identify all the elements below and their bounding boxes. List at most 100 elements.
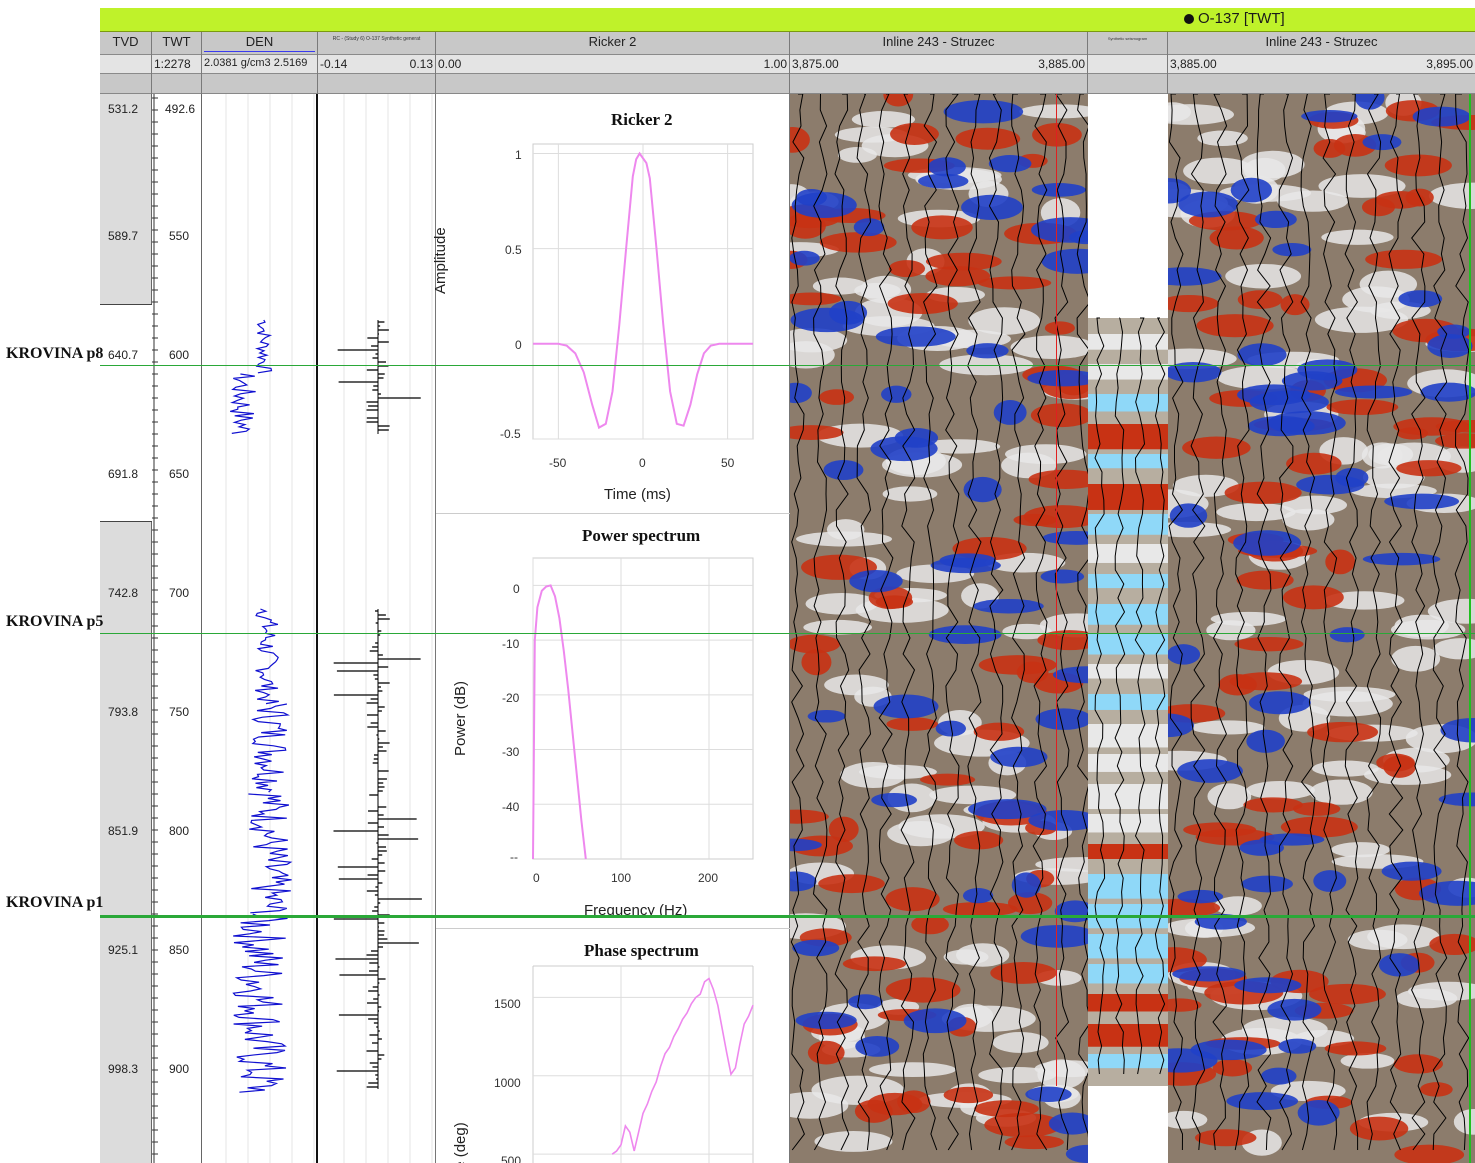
seismic-trace (1344, 93, 1359, 1150)
den-log-track[interactable] (202, 94, 318, 1163)
tvd-header[interactable]: TVD (100, 32, 152, 94)
synthetic-band (1088, 1054, 1168, 1069)
tvd-track[interactable] (100, 94, 152, 1163)
den-header-sub: 2.0381 g/cm3 2.5169 (202, 54, 317, 74)
power-ytick: -30 (502, 745, 520, 759)
seismic-peak (1234, 636, 1304, 652)
den-log-curve (225, 94, 315, 1163)
power-xtick: 200 (698, 871, 719, 885)
seismic-trough (1243, 157, 1286, 183)
seismic-peak (1194, 1129, 1257, 1147)
rc-min: -0.14 (320, 57, 348, 71)
seismic-trace (1322, 93, 1338, 1151)
twt-header-label: TWT (162, 34, 191, 49)
seismic-trough (1005, 444, 1087, 464)
ricker-plot (532, 143, 754, 440)
seismic-peak (920, 773, 976, 786)
ricker-max: 1.00 (763, 57, 787, 71)
synthetic-band (1088, 604, 1168, 625)
horizon-line-p5[interactable] (100, 633, 1475, 634)
seismic-negative (795, 1011, 857, 1030)
tvd-tick: 742.8 (108, 586, 139, 600)
seismic-peak (1157, 998, 1202, 1012)
seismic-peak (887, 292, 958, 315)
seismic-peak (1435, 433, 1475, 449)
seismic-negative (963, 476, 1002, 503)
seismic-peak (984, 1112, 1063, 1138)
seismic-negative (1362, 552, 1441, 566)
seismic-trace (1278, 93, 1294, 1151)
inline1-min: 3,875.00 (792, 57, 839, 71)
synthetic-band (1088, 574, 1168, 589)
synthetic-band (1088, 634, 1168, 655)
ricker-header[interactable]: Ricker 2 0.00 1.00 (436, 32, 790, 94)
seismic-negative (903, 1008, 967, 1034)
synthetic-header-sub (1088, 54, 1167, 74)
seismic-trace (1054, 93, 1070, 1151)
seismic-trough (1242, 1016, 1328, 1042)
seismic-trough (1210, 611, 1287, 627)
seismic-peak (973, 722, 1025, 741)
seismic-peak (911, 914, 949, 935)
seismic-negative (1249, 390, 1329, 414)
den-legend-line (204, 51, 315, 52)
synthetic-band (1088, 394, 1168, 412)
seismic-image (1133, 85, 1475, 1163)
panel-divider (436, 513, 790, 514)
seismic-section-left[interactable] (758, 82, 1127, 1163)
well-title-bar[interactable]: O-137 [TWT] (100, 8, 1475, 32)
seismic-negative (855, 1035, 900, 1057)
seismic-trough (943, 949, 989, 965)
seismic-negative (1329, 627, 1365, 643)
seismic-negative (1234, 977, 1302, 994)
rc-log-track[interactable] (320, 94, 436, 1163)
seismic-trace (1300, 93, 1316, 1151)
seismic-trace (945, 93, 960, 1151)
phase-series-line (611, 977, 754, 1155)
horizon-line-p1[interactable] (100, 915, 1475, 918)
seismic-negative (1384, 493, 1460, 510)
seismic-peak (1396, 427, 1429, 440)
phase-ytick: 1000 (494, 1076, 521, 1090)
red-cursor-line[interactable] (1056, 94, 1057, 1086)
seismic-peak (818, 874, 885, 894)
seismic-negative (1169, 503, 1208, 528)
twt-track[interactable] (152, 94, 202, 1163)
twt-tick: 850 (169, 943, 190, 957)
seismic-trough (1190, 720, 1265, 735)
tvd-tick: 589.7 (108, 229, 139, 243)
seismic-trace (1212, 93, 1228, 1151)
seismic-negative (849, 569, 903, 593)
twt-header[interactable]: TWT 1:2278 (152, 32, 202, 94)
seismic-peak (1243, 797, 1303, 813)
seismic-negative (988, 155, 1032, 173)
inline1-header[interactable]: Inline 243 - Struzec 3,875.00 3,885.00 (790, 32, 1088, 94)
den-curve-segment (248, 793, 293, 914)
synthetic-band (1088, 754, 1168, 772)
seismic-trough (1197, 130, 1248, 146)
seismic-negative (853, 218, 885, 237)
synthetic-band (1088, 364, 1168, 380)
seismic-trough (1019, 104, 1101, 119)
seismic-trace (988, 93, 1004, 1151)
seismic-trough (898, 814, 985, 839)
seismic-section-right[interactable] (1133, 85, 1475, 1163)
inline1-header-sub: 3,875.00 3,885.00 (790, 54, 1087, 74)
seismic-negative (1178, 191, 1238, 218)
seismic-peak (1030, 403, 1093, 428)
seismic-trough (1214, 896, 1262, 916)
seismic-trough (1361, 442, 1403, 469)
wavelet-panel[interactable]: Ricker 2 Amplitude Time (ms) 1 0.5 0 -0.… (432, 94, 790, 1163)
inline2-header-sub: 3,885.00 3,895.00 (1168, 54, 1475, 74)
seismic-negative (1020, 924, 1098, 948)
synthetic-band (1088, 784, 1168, 810)
synthetic-header[interactable]: Synthetic seismogram (1088, 32, 1168, 94)
horizon-line-p8[interactable] (100, 365, 1475, 366)
seismic-trough (992, 1031, 1049, 1053)
rc-header[interactable]: RC - (Study 6) O-137 Synthetic generat -… (318, 32, 436, 94)
synthetic-seismogram-track[interactable] (1088, 94, 1168, 1163)
inline2-header[interactable]: Inline 243 - Struzec 3,885.00 3,895.00 (1168, 32, 1475, 94)
seismic-trough (1309, 779, 1373, 805)
den-header[interactable]: DEN 2.0381 g/cm3 2.5169 (202, 32, 318, 94)
seismic-trace (812, 93, 828, 1151)
